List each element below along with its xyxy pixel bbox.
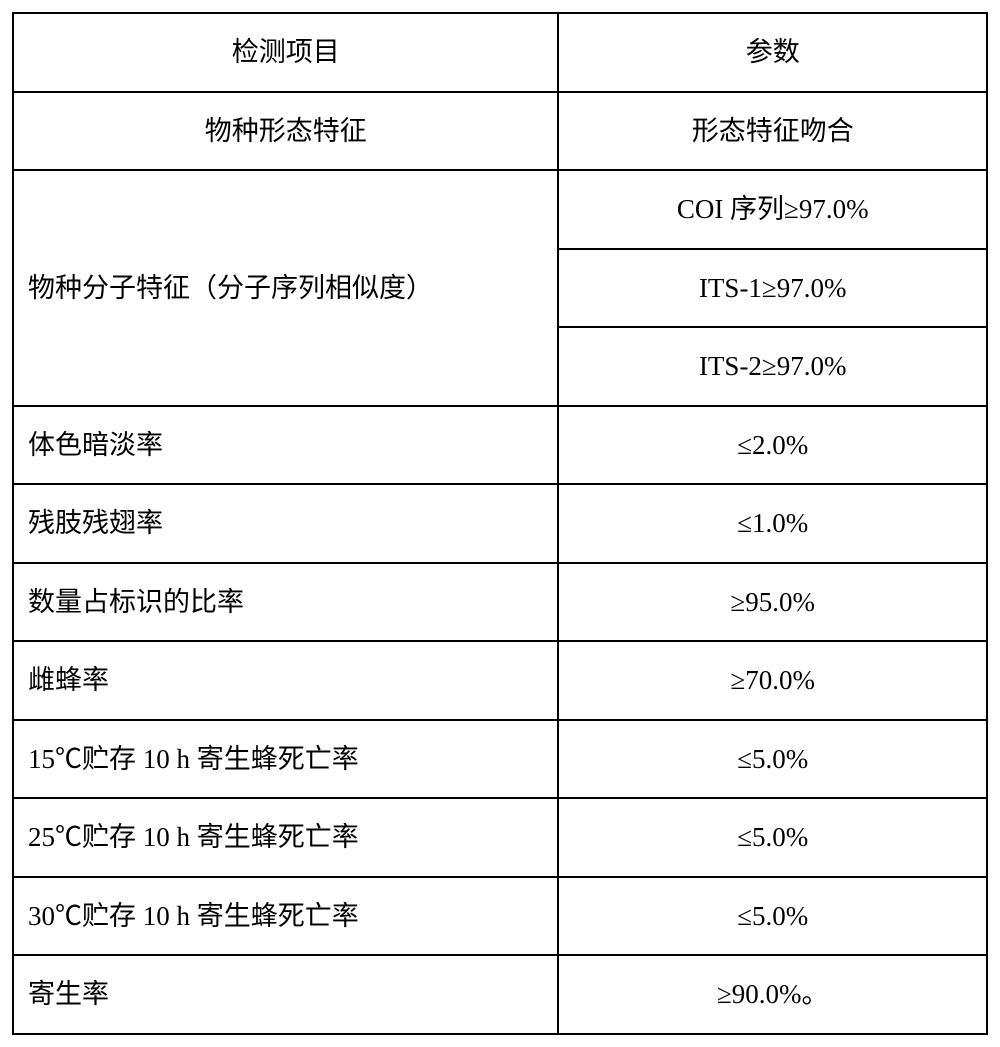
table-row: 30℃贮存 10 h 寄生蜂死亡率 ≤5.0%: [13, 877, 987, 956]
row-value: ≤5.0%: [558, 798, 987, 877]
table-header-row: 检测项目 参数: [13, 13, 987, 92]
row-value: 形态特征吻合: [558, 92, 987, 171]
table-row: 物种形态特征 形态特征吻合: [13, 92, 987, 171]
table-container: 检测项目 参数 物种形态特征 形态特征吻合 物种分子特征（分子序列相似度） CO…: [12, 12, 988, 1035]
table-row: 数量占标识的比率 ≥95.0%: [13, 563, 987, 642]
row-value: ITS-2≥97.0%: [558, 327, 987, 406]
row-value: ITS-1≥97.0%: [558, 249, 987, 328]
row-label: 残肢残翅率: [13, 484, 558, 563]
data-table: 检测项目 参数 物种形态特征 形态特征吻合 物种分子特征（分子序列相似度） CO…: [12, 12, 988, 1035]
table-row: 残肢残翅率 ≤1.0%: [13, 484, 987, 563]
row-value: ≥70.0%: [558, 641, 987, 720]
row-label-merged: 物种分子特征（分子序列相似度）: [13, 170, 558, 406]
table-row: 物种分子特征（分子序列相似度） COI 序列≥97.0%: [13, 170, 987, 249]
row-value: ≥90.0%。: [558, 955, 987, 1034]
header-cell-item: 检测项目: [13, 13, 558, 92]
row-value: ≤5.0%: [558, 877, 987, 956]
table-row: 体色暗淡率 ≤2.0%: [13, 406, 987, 485]
table-row: 雌蜂率 ≥70.0%: [13, 641, 987, 720]
table-row: 15℃贮存 10 h 寄生蜂死亡率 ≤5.0%: [13, 720, 987, 799]
row-value: ≤2.0%: [558, 406, 987, 485]
row-label: 体色暗淡率: [13, 406, 558, 485]
row-label: 数量占标识的比率: [13, 563, 558, 642]
row-value: COI 序列≥97.0%: [558, 170, 987, 249]
row-label: 物种形态特征: [13, 92, 558, 171]
header-cell-param: 参数: [558, 13, 987, 92]
row-label: 25℃贮存 10 h 寄生蜂死亡率: [13, 798, 558, 877]
row-label: 寄生率: [13, 955, 558, 1034]
table-row: 寄生率 ≥90.0%。: [13, 955, 987, 1034]
row-label: 30℃贮存 10 h 寄生蜂死亡率: [13, 877, 558, 956]
row-value: ≤5.0%: [558, 720, 987, 799]
row-value: ≥95.0%: [558, 563, 987, 642]
row-label: 15℃贮存 10 h 寄生蜂死亡率: [13, 720, 558, 799]
row-value: ≤1.0%: [558, 484, 987, 563]
row-label: 雌蜂率: [13, 641, 558, 720]
table-row: 25℃贮存 10 h 寄生蜂死亡率 ≤5.0%: [13, 798, 987, 877]
